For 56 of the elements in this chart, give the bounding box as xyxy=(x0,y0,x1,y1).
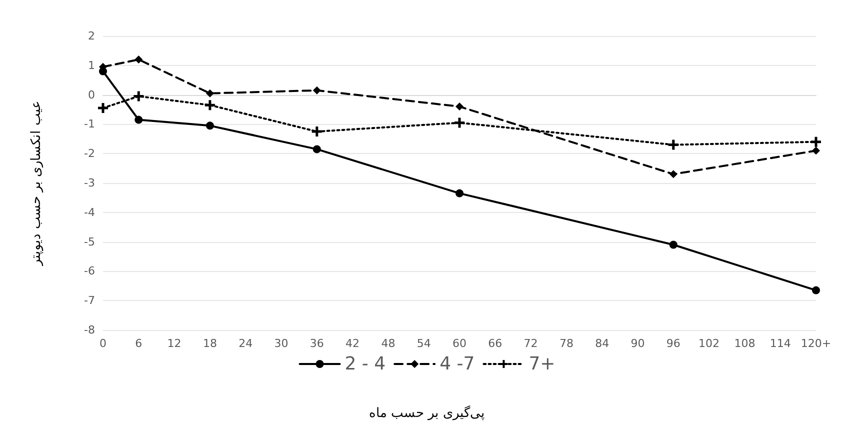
x-tick-label: 66 xyxy=(488,337,502,350)
point xyxy=(134,91,144,102)
x-tick-label: 42 xyxy=(346,337,360,350)
point xyxy=(206,89,214,98)
x-axis-title: پی‌گیری بر حسب ماه xyxy=(368,405,486,421)
point xyxy=(204,100,215,110)
y-tick-label: -2 xyxy=(84,147,95,160)
y-tick-label: -4 xyxy=(84,206,95,219)
point xyxy=(456,189,464,198)
y-tick-label: -1 xyxy=(84,118,95,131)
y-tick-label: -7 xyxy=(84,294,95,308)
y-axis-title: عیب انکساری بر حسب دیوپتر xyxy=(29,100,44,266)
x-tick-label: 78 xyxy=(559,337,574,350)
x-tick-label: 96 xyxy=(666,337,680,350)
point xyxy=(312,145,321,154)
point xyxy=(312,126,322,137)
y-tick-label: -6 xyxy=(84,264,95,278)
point xyxy=(206,122,214,130)
point xyxy=(669,240,678,249)
point xyxy=(134,56,143,64)
x-tick-label: 36 xyxy=(310,337,324,350)
x-tick-label: 54 xyxy=(416,337,431,350)
x-tick-label: 0 xyxy=(100,337,106,350)
point xyxy=(134,116,143,124)
y-tick-label: 1 xyxy=(88,58,95,72)
legend-label: 2 - 4 xyxy=(344,354,386,374)
x-tick-label: 60 xyxy=(452,337,466,350)
x-tick-label: 30 xyxy=(274,337,288,350)
x-tick-label: 6 xyxy=(135,337,142,350)
x-tick-label: 114 xyxy=(770,337,791,350)
x-tick-label: 12 xyxy=(167,337,182,350)
point xyxy=(98,103,108,114)
y-tick-label: -3 xyxy=(84,176,95,190)
legend-label: 7+ xyxy=(528,354,556,374)
x-tick-label: 48 xyxy=(381,337,396,350)
x-tick-label: 72 xyxy=(524,337,538,350)
x-tick-label: 102 xyxy=(698,337,720,350)
x-tick-label: 84 xyxy=(595,337,610,350)
x-tick-label: 120+ xyxy=(800,337,832,350)
point xyxy=(456,102,464,111)
y-tick-label: 2 xyxy=(88,30,95,42)
x-tick-label: 90 xyxy=(630,337,645,350)
y-tick-label: 0 xyxy=(88,88,95,102)
point xyxy=(669,170,678,178)
point xyxy=(812,286,820,294)
x-tick-label: 24 xyxy=(238,337,253,350)
legend-label: 4 -7 xyxy=(440,354,475,374)
y-tick-label: -5 xyxy=(84,235,95,248)
x-tick-label: 18 xyxy=(202,337,217,350)
point xyxy=(811,136,821,147)
point xyxy=(454,118,464,128)
point xyxy=(312,86,321,94)
point xyxy=(812,146,820,155)
x-tick-label: 108 xyxy=(734,337,756,350)
y-tick-label: -8 xyxy=(84,324,95,336)
point xyxy=(668,140,678,150)
